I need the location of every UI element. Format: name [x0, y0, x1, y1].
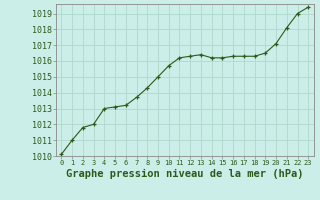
X-axis label: Graphe pression niveau de la mer (hPa): Graphe pression niveau de la mer (hPa) [66, 169, 304, 179]
